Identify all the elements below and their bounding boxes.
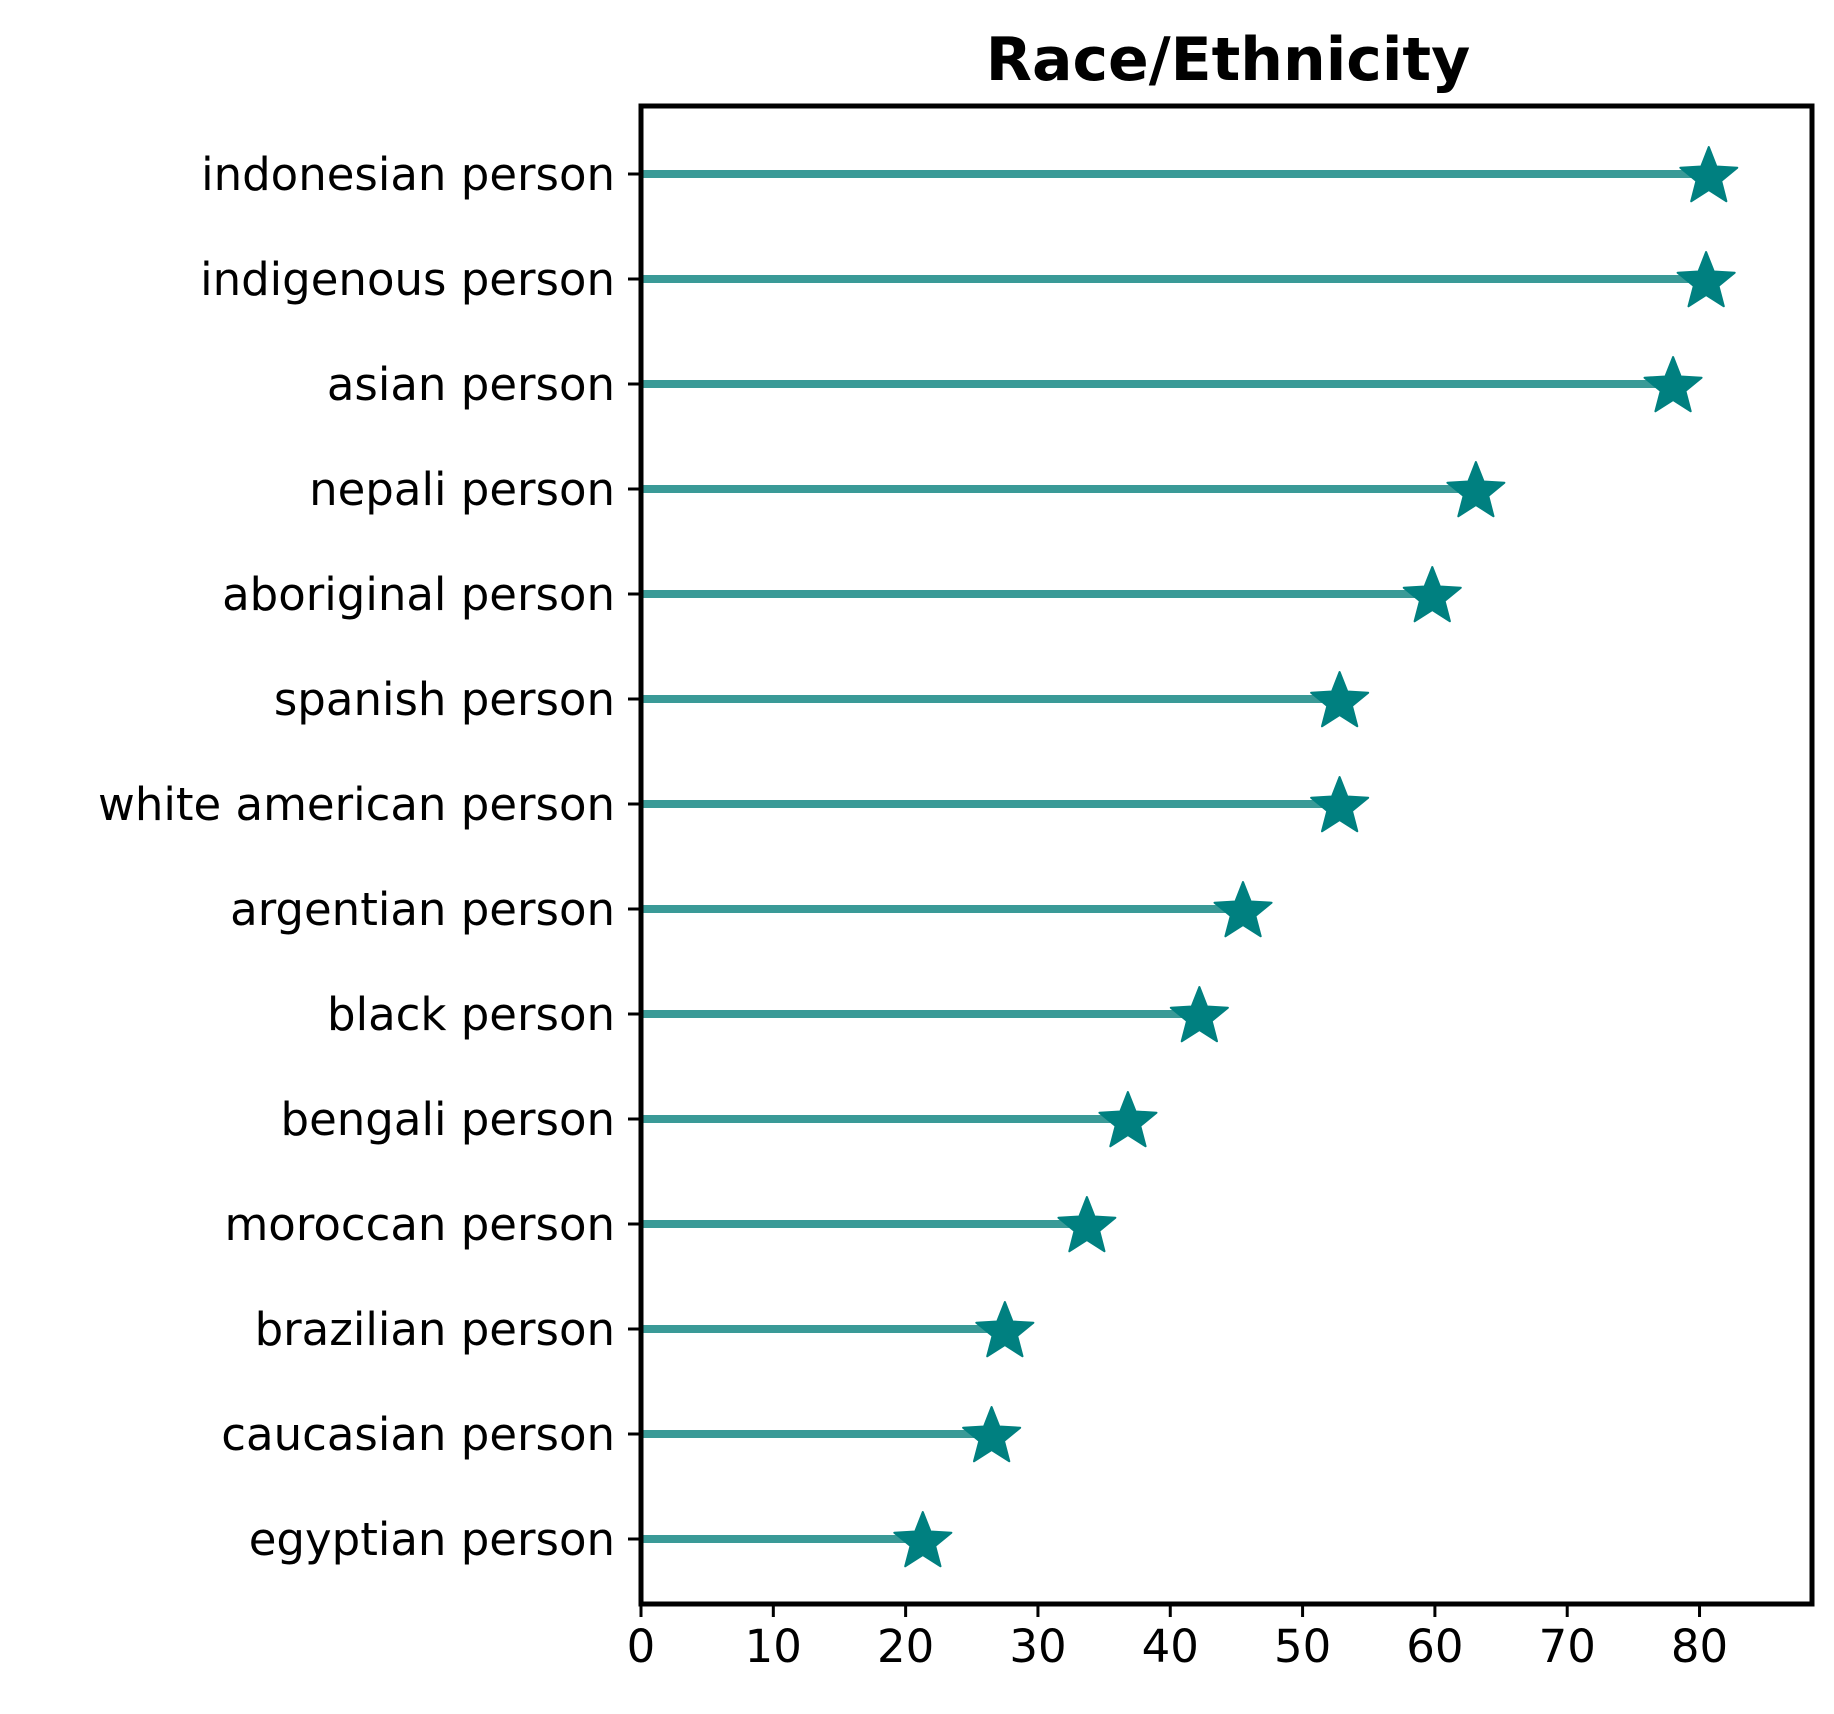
star-marker-black-person: [1169, 986, 1229, 1043]
y-tick-label: black person: [327, 988, 615, 1041]
x-tick-label: 80: [1671, 1620, 1728, 1673]
y-tick-label: argentian person: [230, 883, 615, 936]
star-marker-egyptian-person: [893, 1511, 953, 1568]
x-tick-label: 60: [1406, 1620, 1463, 1673]
y-tick-label: asian person: [327, 358, 615, 411]
x-tick-label: 0: [627, 1620, 656, 1673]
y-tick-label: egyptian person: [249, 1513, 615, 1566]
x-tick-label: 50: [1274, 1620, 1331, 1673]
y-tick-label: aboriginal person: [222, 568, 615, 621]
star-marker-bengali-person: [1098, 1091, 1158, 1148]
x-tick-label: 30: [1009, 1620, 1066, 1673]
x-tick-label: 10: [745, 1620, 802, 1673]
star-marker-nepali-person: [1446, 461, 1506, 518]
star-marker-spanish-person: [1310, 671, 1370, 728]
star-marker-aboriginal-person: [1402, 566, 1462, 623]
star-marker-indonesian-person: [1679, 146, 1739, 203]
star-marker-asian-person: [1643, 356, 1703, 413]
y-tick-label: brazilian person: [255, 1303, 615, 1356]
plot-frame: [638, 103, 1815, 1607]
star-marker-moroccan-person: [1057, 1196, 1117, 1253]
x-tick-label: 70: [1539, 1620, 1596, 1673]
y-tick-label: caucasian person: [221, 1408, 615, 1461]
y-tick-label: bengali person: [281, 1093, 615, 1146]
x-axis-ticks: 0 10 20 30 40 50 60 70 80: [627, 1604, 1728, 1673]
y-tick-label: spanish person: [274, 673, 615, 726]
x-tick-label: 20: [877, 1620, 934, 1673]
star-marker-brazilian-person: [975, 1301, 1035, 1358]
star-marker-indigenous-person: [1676, 251, 1736, 308]
y-tick-label: nepali person: [309, 463, 615, 516]
star-marker-caucasian-person: [962, 1406, 1022, 1463]
y-tick-label: moroccan person: [224, 1198, 615, 1251]
y-tick-label: indigenous person: [200, 253, 615, 306]
markers-layer: [893, 146, 1739, 1568]
star-marker-white-american-person: [1310, 776, 1370, 833]
chart-title: Race/Ethnicity: [986, 25, 1470, 95]
star-marker-argentian-person: [1213, 881, 1273, 938]
x-tick-label: 40: [1142, 1620, 1199, 1673]
y-tick-label: white american person: [98, 778, 615, 831]
y-axis-ticks: indonesian person indigenous person asian …: [98, 148, 641, 1566]
stems-layer: [641, 170, 1709, 1543]
y-tick-label: indonesian person: [201, 148, 615, 201]
